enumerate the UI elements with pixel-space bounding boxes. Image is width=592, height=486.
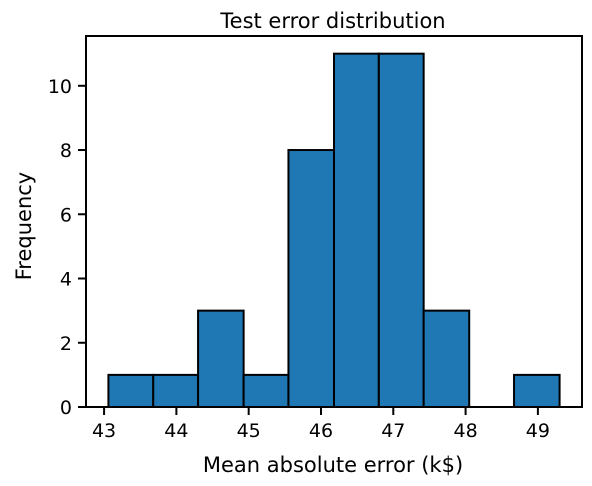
y-tick-label: 10	[48, 76, 72, 98]
y-tick-label: 6	[60, 204, 72, 226]
chart-title: Test error distribution	[219, 9, 445, 33]
y-axis-ticks: 0 2 4 6 8 10	[48, 76, 86, 419]
histogram-bar-7	[377, 52, 425, 409]
y-tick-label: 4	[60, 269, 72, 291]
x-tick-label: 44	[164, 420, 188, 442]
bars-group	[107, 52, 561, 409]
x-axis-ticks: 43 44 45 46 47 48 49	[92, 407, 550, 442]
histogram-bar-4	[242, 373, 290, 408]
x-tick-label: 47	[381, 420, 405, 442]
y-tick-label: 2	[60, 333, 72, 355]
y-tick-label: 8	[60, 140, 72, 162]
x-tick-label: 43	[92, 420, 116, 442]
plot-frame	[85, 35, 583, 408]
x-tick-label: 48	[453, 420, 477, 442]
histogram-bar-2	[152, 373, 200, 408]
y-axis-label: Frequency	[12, 172, 36, 281]
y-tick-label: 0	[60, 397, 72, 419]
x-axis-label: Mean absolute error (k$)	[203, 453, 463, 477]
histogram-bar-6	[333, 52, 380, 409]
histogram-bar-10	[513, 373, 561, 408]
x-tick-label: 45	[237, 420, 261, 442]
histogram-bar-5	[287, 149, 335, 408]
x-tick-label: 49	[526, 420, 550, 442]
histogram-bar-8	[422, 309, 471, 408]
x-tick-label: 46	[309, 420, 333, 442]
histogram-bar-3	[197, 309, 245, 408]
histogram-bar-1	[107, 373, 155, 408]
